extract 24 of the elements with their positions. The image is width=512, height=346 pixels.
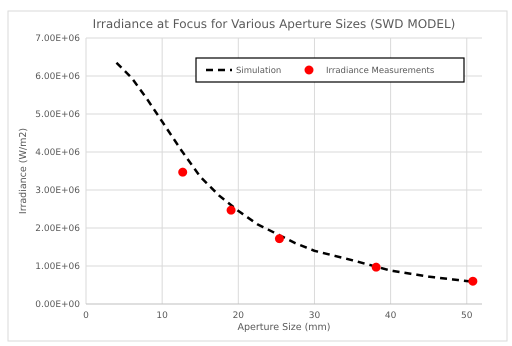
point <box>178 168 188 177</box>
chart-title: Irradiance at Focus for Various Aperture Sizes (SWD MODEL) <box>92 17 456 31</box>
y-tick-label: 0.00E+00 <box>35 300 80 310</box>
x-tick-label: 10 <box>156 311 168 321</box>
x-tick-label: 30 <box>308 311 320 321</box>
legend-label: Simulation <box>236 66 282 76</box>
y-tick-label: 4.00E+06 <box>35 148 80 158</box>
legend-label: Irradiance Measurements <box>326 66 435 76</box>
x-tick-label: 0 <box>83 311 90 321</box>
x-axis-title: Aperture Size (mm) <box>237 322 331 333</box>
point <box>226 206 236 215</box>
y-axis-title: Irradiance (W/m2) <box>18 128 29 214</box>
y-tick-label: 1.00E+06 <box>35 262 80 272</box>
x-tick-label: 50 <box>461 311 473 321</box>
y-tick-label: 6.00E+06 <box>35 72 80 82</box>
x-tick-label: 40 <box>384 311 397 321</box>
point <box>372 262 381 272</box>
y-tick-label: 2.00E+06 <box>35 224 80 234</box>
point <box>468 276 478 286</box>
y-tick-label: 5.00E+06 <box>35 110 80 120</box>
x-tick-label: 20 <box>232 311 244 321</box>
y-tick-label: 3.00E+06 <box>35 186 80 196</box>
point <box>274 234 284 244</box>
y-tick-label: 7.00E+06 <box>35 34 80 44</box>
